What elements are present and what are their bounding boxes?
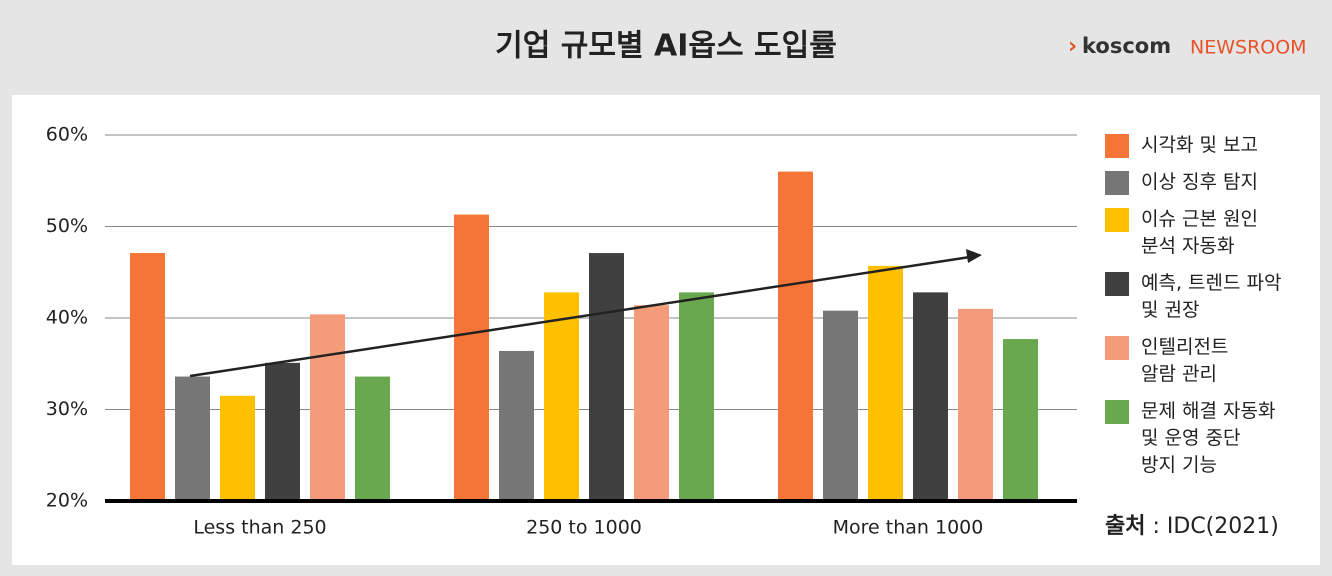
bar (175, 376, 210, 501)
legend-swatch (1105, 134, 1129, 158)
bar (868, 265, 903, 501)
bar (220, 395, 255, 501)
brand-mark: › (1068, 34, 1077, 59)
y-tick-label: 60% (46, 124, 88, 146)
legend-swatch (1105, 336, 1129, 360)
x-tick-label: Less than 250 (193, 517, 326, 539)
legend-label: 이상 징후 탐지 (1141, 171, 1258, 193)
source-label: 출처 (1105, 514, 1146, 539)
legend-swatch (1105, 272, 1129, 296)
y-tick-label: 50% (46, 215, 88, 237)
y-tick-label: 40% (46, 307, 88, 329)
bar (913, 292, 948, 501)
brand-prefix: koscom (1082, 34, 1171, 58)
bar (634, 305, 669, 501)
legend-item: 예측, 트렌드 파악 및 권장 (1105, 270, 1281, 324)
legend-label: 시각화 및 보고 (1141, 134, 1258, 156)
bar (499, 350, 534, 501)
source-text: : IDC(2021) (1152, 514, 1279, 539)
brand-suffix: NEWSROOM (1190, 37, 1307, 59)
x-tick-label: 250 to 1000 (526, 517, 642, 539)
bar (265, 362, 300, 501)
legend-item: 문제 해결 자동화 및 운영 중단 방지 기능 (1105, 398, 1281, 479)
legend-label: 인텔리전트 알람 관리 (1141, 336, 1229, 385)
bar (589, 253, 624, 501)
bar (130, 253, 165, 501)
trend-line (189, 255, 971, 378)
bar (310, 314, 345, 501)
bar (679, 292, 714, 501)
bar (355, 376, 390, 501)
trend-arrow (966, 249, 982, 263)
legend-swatch (1105, 208, 1129, 232)
chart-title: 기업 규모별 AI옵스 도입률 (495, 29, 837, 64)
legend-label: 예측, 트렌드 파악 및 권장 (1141, 272, 1282, 321)
legend-swatch (1105, 400, 1129, 424)
bar (1003, 339, 1038, 501)
bar (454, 214, 489, 502)
legend-label: 문제 해결 자동화 및 운영 중단 방지 기능 (1141, 400, 1276, 476)
bar (778, 171, 813, 501)
y-tick-label: 30% (46, 398, 88, 420)
legend-item: 인텔리전트 알람 관리 (1105, 334, 1281, 388)
legend-label: 이슈 근본 원인 분석 자동화 (1141, 208, 1258, 257)
legend-item: 이슈 근본 원인 분석 자동화 (1105, 206, 1281, 260)
y-tick-label: 20% (46, 490, 88, 512)
source: 출처 : IDC(2021) (1105, 508, 1279, 540)
x-tick-label: More than 1000 (833, 517, 984, 539)
legend-swatch (1105, 171, 1129, 195)
legend-item: 시각화 및 보고 (1105, 132, 1281, 159)
bar (544, 292, 579, 501)
legend-item: 이상 징후 탐지 (1105, 169, 1281, 196)
bar (823, 310, 858, 501)
bar (958, 308, 993, 501)
